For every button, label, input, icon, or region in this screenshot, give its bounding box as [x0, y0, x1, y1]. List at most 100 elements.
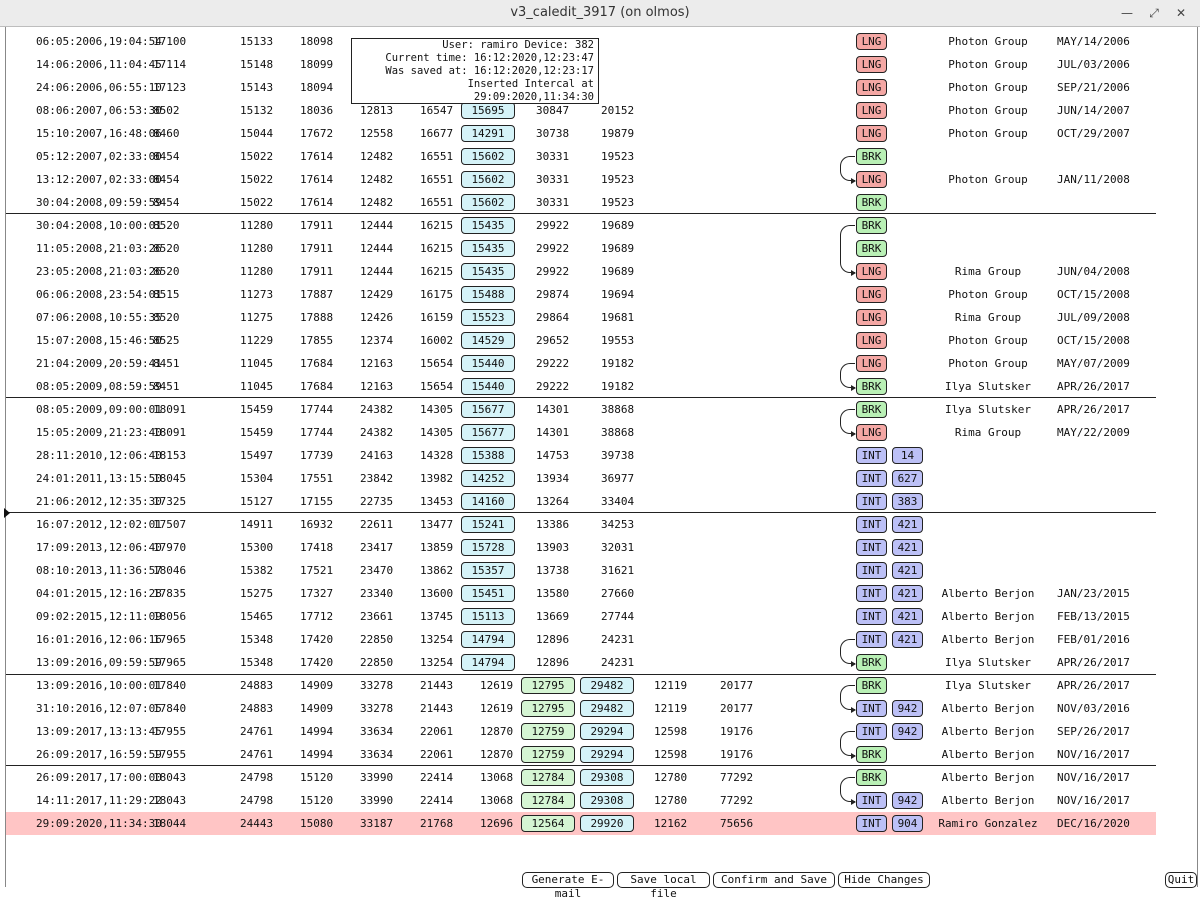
tag-brk[interactable]: BRK [856, 240, 887, 257]
hide-changes-button[interactable]: Hide Changes [838, 872, 930, 888]
table-row[interactable]: 13:09:2016,09:59:59 17965 15348 17420 22850 1… [6, 651, 1156, 674]
tag-number[interactable]: 421 [892, 585, 923, 602]
tag-int[interactable]: INT [856, 700, 887, 717]
value-box[interactable]: 15435 [461, 263, 515, 280]
value-box[interactable]: 12759 [521, 746, 575, 763]
value-box[interactable]: 29308 [580, 769, 634, 786]
tag-int[interactable]: INT [856, 792, 887, 809]
table-row[interactable]: 23:05:2008,21:03:26 8520 11280 17911 12444 16… [6, 260, 1156, 283]
tag-lng[interactable]: LNG [856, 355, 887, 372]
value-box[interactable]: 14252 [461, 470, 515, 487]
value-box[interactable]: 12784 [521, 792, 575, 809]
tag-brk[interactable]: BRK [856, 148, 887, 165]
minimize-icon[interactable]: — [1121, 6, 1133, 20]
tag-lng[interactable]: LNG [856, 286, 887, 303]
tag-lng[interactable]: LNG [856, 102, 887, 119]
table-row[interactable]: 07:06:2008,10:55:35 8520 11275 17888 12426 16… [6, 306, 1156, 329]
table-row[interactable]: 08:10:2013,11:36:57 18046 15382 17521 23470 1… [6, 559, 1156, 582]
tag-lng[interactable]: LNG [856, 56, 887, 73]
tag-lng[interactable]: LNG [856, 424, 887, 441]
tag-int[interactable]: INT [856, 493, 887, 510]
value-box[interactable]: 15488 [461, 286, 515, 303]
table-row[interactable]: 08:05:2009,09:00:01 18091 15459 17744 24382 1… [6, 398, 1156, 421]
value-box[interactable]: 15677 [461, 401, 515, 418]
table-row[interactable]: 14:11:2017,11:29:22 18043 24798 15120 33990 2… [6, 789, 1156, 812]
table-row[interactable]: 26:09:2017,17:00:00 18043 24798 15120 33990 2… [6, 766, 1156, 789]
tag-brk[interactable]: BRK [856, 654, 887, 671]
value-box[interactable]: 14529 [461, 332, 515, 349]
quit-button[interactable]: Quit [1165, 872, 1197, 888]
generate-email-button[interactable]: Generate E-mail [522, 872, 614, 900]
tag-lng[interactable]: LNG [856, 171, 887, 188]
tag-lng[interactable]: LNG [856, 263, 887, 280]
table-row[interactable]: 31:10:2016,12:07:05 17840 24883 14909 33278 2… [6, 697, 1156, 720]
value-box[interactable]: 14291 [461, 125, 515, 142]
value-box[interactable]: 15728 [461, 539, 515, 556]
value-box[interactable]: 15451 [461, 585, 515, 602]
table-row[interactable]: 08:06:2007,06:53:30 8502 15132 18036 12813 16… [6, 99, 1156, 122]
table-row[interactable]: 21:04:2009,20:59:41 8451 11045 17684 12163 15… [6, 352, 1156, 375]
tag-number[interactable]: 14 [892, 447, 923, 464]
value-box[interactable]: 15602 [461, 171, 515, 188]
table-row[interactable]: 05:12:2007,02:33:00 8454 15022 17614 12482 16… [6, 145, 1156, 168]
tag-int[interactable]: INT [856, 608, 887, 625]
close-icon[interactable]: ✕ [1175, 6, 1187, 20]
value-box[interactable]: 15602 [461, 148, 515, 165]
table-row[interactable]: 16:07:2012,12:02:01 17507 14911 16932 22611 1… [6, 513, 1156, 536]
value-box[interactable]: 12784 [521, 769, 575, 786]
tag-lng[interactable]: LNG [856, 33, 887, 50]
tag-number[interactable]: 383 [892, 493, 923, 510]
tag-brk[interactable]: BRK [856, 746, 887, 763]
table-row[interactable]: 26:09:2017,16:59:59 17955 24761 14994 33634 2… [6, 743, 1156, 766]
value-box[interactable]: 15435 [461, 240, 515, 257]
tag-brk[interactable]: BRK [856, 769, 887, 786]
value-box[interactable]: 29308 [580, 792, 634, 809]
value-box[interactable]: 29482 [580, 700, 634, 717]
value-box[interactable]: 15388 [461, 447, 515, 464]
tag-int[interactable]: INT [856, 585, 887, 602]
value-box[interactable]: 15435 [461, 217, 515, 234]
tag-int[interactable]: INT [856, 470, 887, 487]
tag-number[interactable]: 942 [892, 723, 923, 740]
table-row[interactable]: 30:04:2008,10:00:01 8520 11280 17911 12444 16… [6, 214, 1156, 237]
value-box[interactable]: 12759 [521, 723, 575, 740]
tag-int[interactable]: INT [856, 516, 887, 533]
tag-number[interactable]: 942 [892, 700, 923, 717]
confirm-and-save-button[interactable]: Confirm and Save [713, 872, 835, 888]
table-row[interactable]: 13:09:2017,13:13:45 17955 24761 14994 33634 2… [6, 720, 1156, 743]
table-row[interactable]: 13:09:2016,10:00:01 17840 24883 14909 33278 2… [6, 674, 1156, 697]
tag-brk[interactable]: BRK [856, 401, 887, 418]
table-row[interactable]: 29:09:2020,11:34:30 18044 24443 15080 33187 2… [6, 812, 1156, 835]
value-box[interactable]: 15523 [461, 309, 515, 326]
tag-lng[interactable]: LNG [856, 332, 887, 349]
tag-number[interactable]: 421 [892, 608, 923, 625]
value-box[interactable]: 15357 [461, 562, 515, 579]
table-row[interactable]: 06:06:2008,23:54:01 8515 11273 17887 12429 16… [6, 283, 1156, 306]
tag-int[interactable]: INT [856, 815, 887, 832]
tag-brk[interactable]: BRK [856, 217, 887, 234]
value-box[interactable]: 14794 [461, 654, 515, 671]
value-box[interactable]: 29920 [580, 815, 634, 832]
table-row[interactable]: 08:05:2009,08:59:59 8451 11045 17684 12163 15… [6, 375, 1156, 398]
value-box[interactable]: 14794 [461, 631, 515, 648]
value-box[interactable]: 29482 [580, 677, 634, 694]
value-box[interactable]: 15677 [461, 424, 515, 441]
value-box[interactable]: 12795 [521, 677, 575, 694]
value-box[interactable]: 29294 [580, 746, 634, 763]
tag-int[interactable]: INT [856, 447, 887, 464]
tag-number[interactable]: 904 [892, 815, 923, 832]
tag-number[interactable]: 421 [892, 631, 923, 648]
value-box[interactable]: 15440 [461, 378, 515, 395]
tag-lng[interactable]: LNG [856, 309, 887, 326]
value-box[interactable]: 15602 [461, 194, 515, 211]
tag-number[interactable]: 421 [892, 562, 923, 579]
table-row[interactable]: 13:12:2007,02:33:00 8454 15022 17614 12482 16… [6, 168, 1156, 191]
tag-number[interactable]: 421 [892, 516, 923, 533]
table-row[interactable]: 04:01:2015,12:16:28 17835 15275 17327 23340 1… [6, 582, 1156, 605]
value-box[interactable]: 12564 [521, 815, 575, 832]
table-row[interactable]: 28:11:2010,12:06:40 18153 15497 17739 24163 1… [6, 444, 1156, 467]
value-box[interactable]: 14160 [461, 493, 515, 510]
tag-int[interactable]: INT [856, 539, 887, 556]
tag-brk[interactable]: BRK [856, 378, 887, 395]
value-box[interactable]: 29294 [580, 723, 634, 740]
